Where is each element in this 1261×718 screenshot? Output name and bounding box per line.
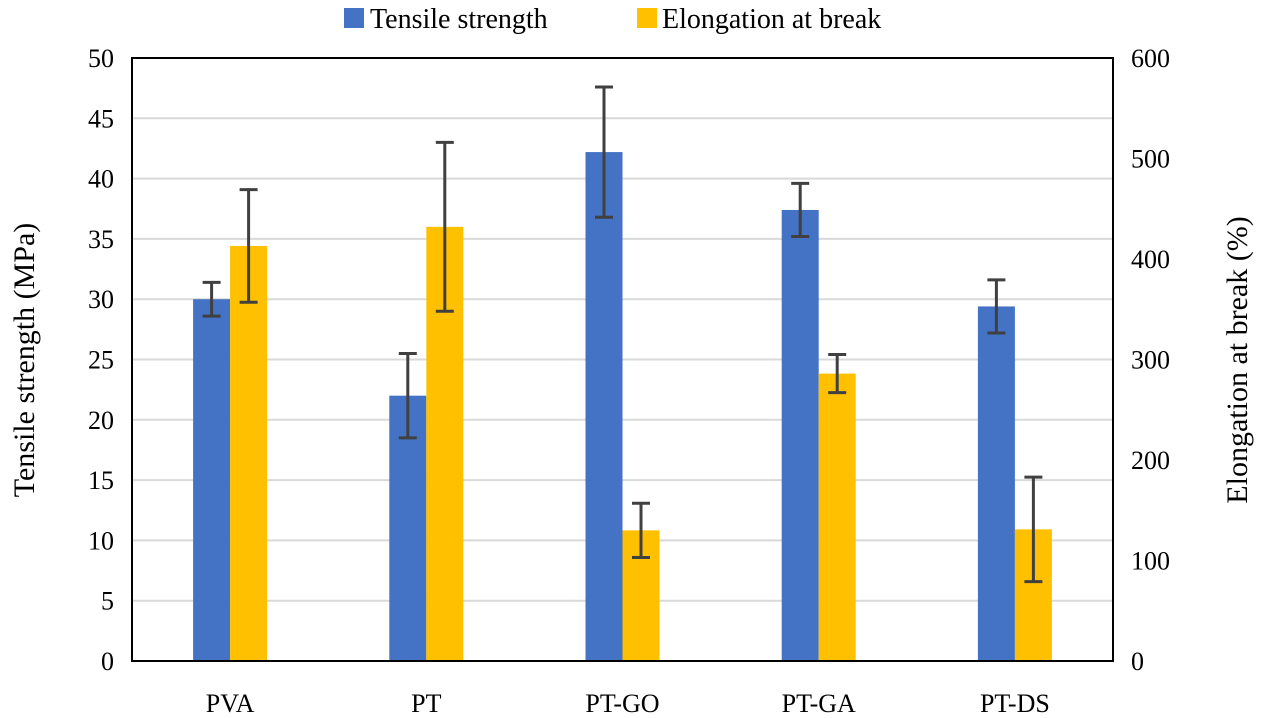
- right-axis-ticks: 0 100 200 300 400 500 600: [1131, 44, 1170, 676]
- left-tick-label: 30: [88, 285, 114, 314]
- plot-frame: [131, 57, 1114, 662]
- error-bars: [202, 85, 1043, 584]
- axes: [131, 57, 1114, 662]
- left-axis-title: Tensile strength (MPa): [8, 223, 41, 498]
- left-tick-label: 15: [88, 466, 114, 495]
- left-tick-label: 20: [88, 406, 114, 435]
- left-tick-label: 10: [88, 526, 114, 555]
- left-tick-label: 45: [88, 104, 114, 133]
- bar-tensile-pt-ds: [977, 306, 1015, 661]
- legend-swatch-elongation: [637, 8, 657, 28]
- bar-elongation-pva: [230, 245, 268, 661]
- bar-elongation-pt-ga: [818, 373, 856, 661]
- right-tick-label: 300: [1131, 346, 1170, 375]
- left-tick-label: 5: [101, 587, 114, 616]
- right-tick-label: 500: [1131, 145, 1170, 174]
- legend: Tensile strength Elongation at break: [344, 4, 881, 35]
- category-label-pt-go: PT-GO: [585, 689, 659, 718]
- legend-label-tensile: Tensile strength: [370, 4, 548, 35]
- left-tick-label: 50: [88, 44, 114, 73]
- bar-tensile-pt-go: [585, 152, 623, 661]
- category-label-pt-ds: PT-DS: [980, 689, 1050, 718]
- left-tick-label: 0: [101, 647, 114, 676]
- left-axis-ticks: 0 5 10 15 20 25 30 35 40 45 50: [88, 44, 114, 676]
- left-tick-label: 35: [88, 225, 114, 254]
- right-tick-label: 0: [1131, 647, 1144, 676]
- bar-tensile-pt: [389, 395, 427, 661]
- category-labels: PVA PT PT-GO PT-GA PT-DS: [206, 689, 1050, 718]
- right-tick-label: 100: [1131, 547, 1170, 576]
- legend-label-elongation: Elongation at break: [662, 4, 881, 35]
- bar-tensile-pva: [193, 299, 231, 661]
- right-tick-label: 400: [1131, 245, 1170, 274]
- right-axis-title: Elongation at break (%): [1221, 216, 1254, 503]
- bars: [193, 152, 1052, 661]
- right-tick-label: 600: [1131, 44, 1170, 73]
- left-tick-label: 40: [88, 165, 114, 194]
- left-tick-label: 25: [88, 346, 114, 375]
- category-label-pva: PVA: [206, 689, 255, 718]
- bar-tensile-pt-ga: [781, 209, 819, 661]
- category-label-pt-ga: PT-GA: [782, 689, 856, 718]
- right-tick-label: 200: [1131, 446, 1170, 475]
- category-label-pt: PT: [411, 689, 441, 718]
- legend-swatch-tensile: [344, 8, 364, 28]
